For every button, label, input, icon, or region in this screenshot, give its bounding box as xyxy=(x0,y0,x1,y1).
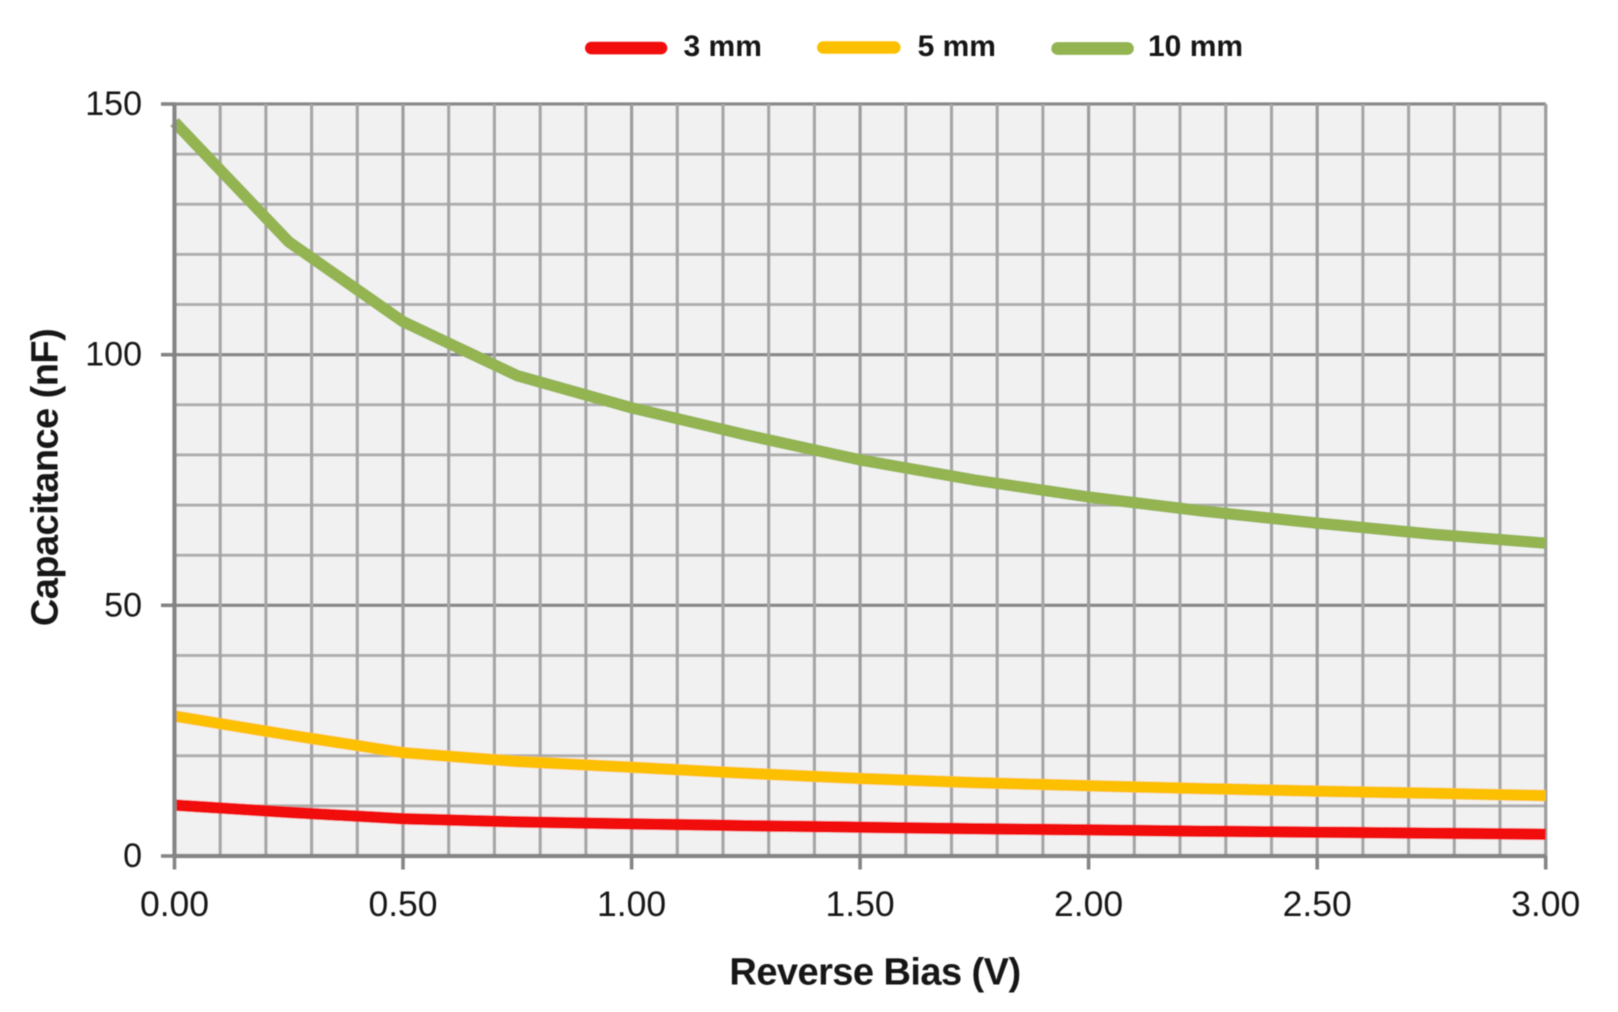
svg-text:2.50: 2.50 xyxy=(1283,884,1352,924)
svg-text:1.50: 1.50 xyxy=(826,884,895,924)
svg-text:Reverse Bias (V): Reverse Bias (V) xyxy=(729,952,1020,994)
svg-text:3 mm: 3 mm xyxy=(684,30,762,63)
svg-text:3.00: 3.00 xyxy=(1511,884,1580,924)
svg-text:0.00: 0.00 xyxy=(140,884,209,924)
svg-text:Capacitance (nF): Capacitance (nF) xyxy=(25,329,67,626)
svg-text:150: 150 xyxy=(85,85,142,123)
svg-text:50: 50 xyxy=(104,586,142,624)
svg-text:1.00: 1.00 xyxy=(597,884,666,924)
svg-text:0.50: 0.50 xyxy=(368,884,437,924)
svg-text:10 mm: 10 mm xyxy=(1148,30,1243,63)
svg-text:100: 100 xyxy=(85,336,142,374)
svg-text:0: 0 xyxy=(123,837,142,875)
svg-text:5 mm: 5 mm xyxy=(918,30,996,63)
svg-text:2.00: 2.00 xyxy=(1054,884,1123,924)
